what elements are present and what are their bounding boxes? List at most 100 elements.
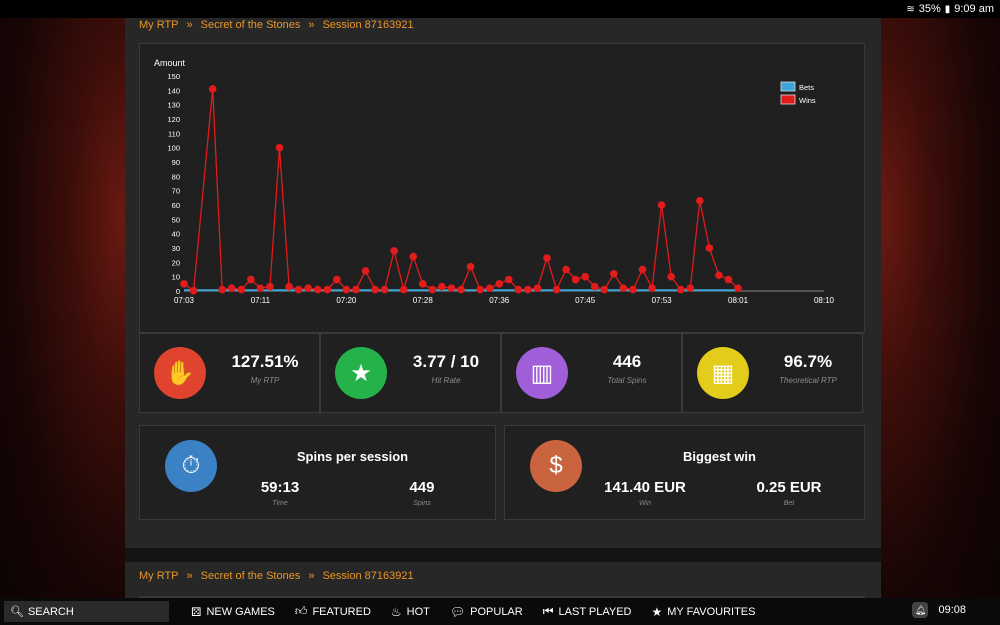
battery-icon: ▮ — [944, 3, 951, 15]
breadcrumb-session[interactable]: Session 87163921 — [322, 570, 414, 582]
x-tick-label: 07:53 — [652, 296, 673, 305]
nav-label: NEW GAMES — [206, 605, 275, 618]
wins-point — [667, 272, 675, 281]
rewind-icon: ⏮ — [542, 604, 554, 618]
stat-label: My RTP — [250, 376, 280, 385]
stat-label: Hit Rate — [431, 376, 461, 385]
background-right — [880, 0, 1000, 625]
wins-point — [504, 275, 513, 284]
wins-point — [543, 254, 551, 262]
y-tick-label: 70 — [172, 187, 180, 196]
wins-point — [638, 265, 647, 274]
wins-point — [676, 285, 685, 294]
wins-point — [495, 280, 504, 288]
y-tick-label: 0 — [176, 287, 180, 296]
wins-point — [285, 282, 293, 291]
card-title: Spins per session — [296, 449, 409, 464]
stopwatch-icon: ⏱ — [165, 440, 217, 492]
chat-icon: 💬︎ — [449, 604, 466, 619]
wins-point — [686, 284, 695, 292]
wins-point — [571, 275, 580, 284]
breadcrumb-my-rtp[interactable]: My RTP — [139, 570, 179, 582]
wins-point — [715, 271, 723, 280]
wins-point — [247, 275, 255, 284]
wins-point — [218, 285, 227, 294]
nav-hot[interactable]: ♨ HOT — [381, 598, 440, 625]
y-tick-label: 30 — [172, 244, 180, 253]
breadcrumb: My RTP » Secret of the Stones » Session … — [139, 19, 414, 31]
win-value: 141.40 EUR — [604, 479, 686, 496]
y-tick-label: 110 — [168, 129, 180, 138]
wins-point — [610, 270, 618, 278]
search-input[interactable]: 🔍︎ SEARCH — [4, 601, 169, 622]
thumbs-up-icon: 👍︎ — [294, 604, 308, 618]
y-tick-label: 60 — [172, 201, 180, 210]
wins-point — [275, 143, 284, 152]
wins-point — [227, 284, 236, 292]
wins-point — [457, 285, 465, 294]
series-line-wins — [183, 88, 739, 293]
nav-my-favourites[interactable]: ★ MY FAVOURITES — [642, 598, 766, 625]
legend-label-bets: Bets — [799, 83, 814, 92]
stat-value: 446 — [612, 352, 642, 371]
time-label: Time — [272, 500, 288, 507]
wins-point — [189, 286, 198, 295]
casino-chip-icon: $ — [530, 440, 582, 492]
wins-point — [399, 285, 408, 294]
wins-point — [333, 275, 341, 284]
legend-swatch-wins — [780, 94, 796, 105]
wins-point — [208, 85, 217, 93]
wins-point — [705, 244, 714, 252]
breadcrumb-game[interactable]: Secret of the Stones — [200, 19, 301, 31]
wins-point — [313, 285, 322, 294]
nav-label: FEATURED — [312, 605, 371, 618]
y-axis-label: Amount — [154, 58, 186, 68]
wifi-icon: ≋ — [906, 3, 915, 15]
wins-point — [352, 285, 360, 294]
y-tick-label: 10 — [172, 273, 180, 282]
wins-point — [256, 284, 265, 292]
wins-point — [266, 282, 274, 291]
x-tick-label: 07:11 — [251, 296, 271, 305]
nav-featured[interactable]: 👍︎ FEATURED — [285, 598, 381, 625]
hand-money-icon: ✋ — [154, 347, 206, 399]
wins-point — [514, 285, 523, 294]
clock: 09:08 — [938, 604, 966, 616]
breadcrumb-my-rtp[interactable]: My RTP — [139, 19, 179, 31]
wins-point — [409, 252, 418, 261]
stat-label: Total Spins — [607, 376, 647, 385]
bottom-nav-bar: 🔍︎ SEARCH ⚄ NEW GAMES 👍︎ FEATURED ♨ HOT … — [0, 598, 1000, 625]
stat-label: Theoretical RTP — [779, 376, 837, 385]
win-label: Win — [639, 500, 651, 507]
stat-my-rtp: ✋ 127.51% My RTP — [139, 333, 320, 413]
nav-last-played[interactable]: ⏮ LAST PLAYED — [533, 598, 642, 625]
legend-label-wins: Wins — [799, 96, 816, 105]
nav-new-games[interactable]: ⚄ NEW GAMES — [181, 598, 285, 625]
nav-popular[interactable]: 💬︎ POPULAR — [440, 598, 533, 625]
wins-point — [294, 285, 303, 294]
main-content: My RTP » Secret of the Stones » Session … — [125, 18, 881, 598]
y-tick-label: 50 — [172, 215, 180, 224]
wins-point — [323, 285, 332, 294]
wins-point — [180, 280, 188, 288]
nav-right: 🔔︎ 09:08 — [912, 602, 966, 618]
nav-label: POPULAR — [470, 605, 523, 618]
search-label: SEARCH — [27, 605, 74, 618]
wins-point — [590, 282, 599, 291]
x-tick-label: 07:28 — [413, 296, 434, 305]
breadcrumb-game[interactable]: Secret of the Stones — [200, 570, 301, 582]
wins-point — [562, 265, 570, 274]
wins-point — [619, 284, 628, 292]
battery-percentage: 35% — [918, 3, 941, 15]
bell-icon[interactable]: 🔔︎ — [912, 602, 929, 618]
bet-value: 0.25 EUR — [756, 479, 822, 496]
y-tick-label: 150 — [167, 72, 180, 81]
wins-point — [428, 285, 437, 294]
status-time: 9:09 am — [954, 3, 994, 15]
wins-point — [629, 285, 637, 294]
rtp-chart: Amount 0 10 20 30 40 50 60 70 80 90 100 110 120 130 140… — [154, 58, 835, 305]
breadcrumb-session[interactable]: Session 87163921 — [322, 19, 414, 31]
background-left — [0, 0, 125, 625]
star-icon: ★ — [335, 347, 387, 399]
building-icon: ▦ — [697, 347, 749, 399]
